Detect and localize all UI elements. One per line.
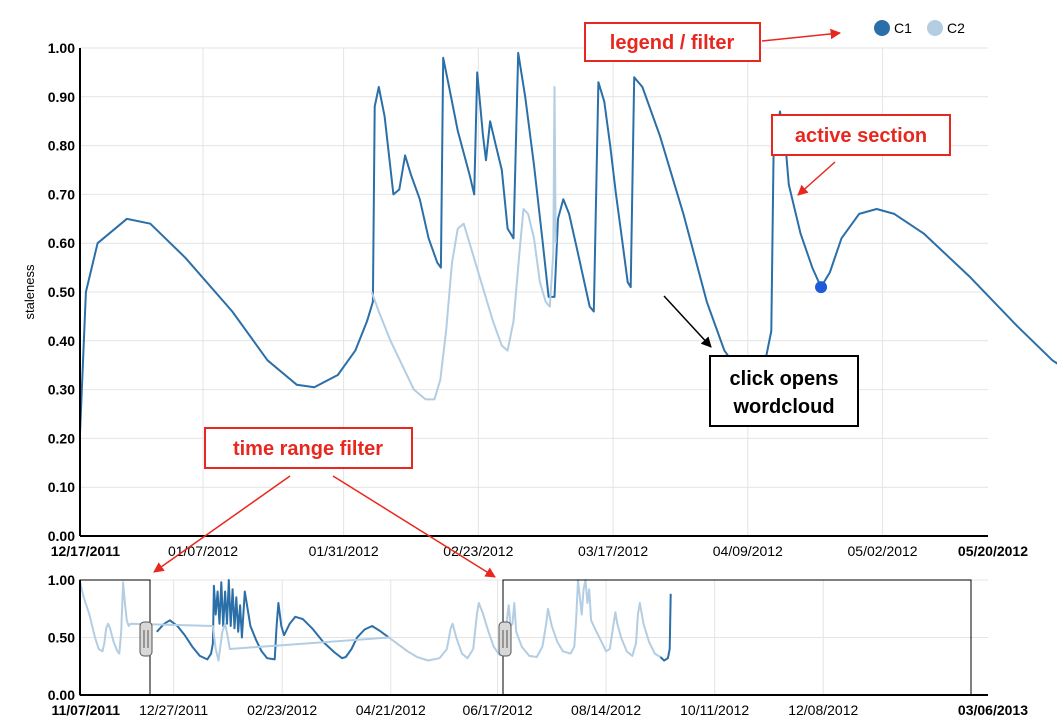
x-tick-label: 12/17/2011 (51, 543, 121, 559)
x-tick-label: 11/07/2011 (51, 702, 120, 718)
x-tick-label: 03/06/2013 (958, 702, 1028, 718)
y-tick-label: 0.00 (48, 687, 75, 703)
arrow-range-left (153, 475, 291, 573)
x-tick-label: 01/07/2012 (168, 543, 238, 559)
context-chart[interactable]: 0.00 0.50 1.00 11/07/2011 12/27/2011 02/23/2… (48, 572, 1028, 718)
legend-label-c1: C1 (894, 20, 912, 36)
annotation-click-text-line1: click opens (730, 368, 839, 390)
y-tick-label: 0.70 (48, 186, 75, 202)
y-tick-label: 1.00 (48, 40, 75, 56)
x-tick-label: 04/21/2012 (356, 702, 426, 718)
context-series[interactable] (79, 579, 672, 662)
x-tick-label: 10/11/2012 (680, 702, 749, 718)
y-tick-label: 0.20 (48, 430, 75, 446)
brush-handle-left[interactable] (139, 621, 153, 657)
y-tick-label: 0.50 (48, 630, 75, 646)
annotation-time-range-filter-text: time range filter (233, 438, 383, 460)
annotation-time-range-filter: time range filter (153, 427, 496, 578)
brush-handle-right[interactable] (498, 621, 512, 657)
focus-x-ticks[interactable]: 12/17/2011 01/07/2012 01/31/2012 02/23/2012… (51, 543, 1029, 559)
highlighted-data-point[interactable] (815, 281, 828, 294)
y-tick-label: 1.00 (48, 572, 75, 588)
arrow-legend (761, 28, 842, 42)
y-tick-label: 0.40 (48, 333, 75, 349)
annotation-click-wordcloud: click opens wordcloud (663, 295, 859, 427)
context-x-ticks: 11/07/2011 12/27/2011 02/23/2012 04/21/2012… (51, 702, 1028, 718)
context-y-ticks: 0.00 0.50 1.00 (48, 572, 75, 703)
series-line-c1[interactable] (659, 593, 672, 662)
x-tick-label: 08/14/2012 (571, 702, 641, 718)
arrow-active-section (797, 161, 836, 196)
annotation-legend-filter-text: legend / filter (610, 32, 735, 54)
arrow-range-right (332, 475, 496, 578)
legend-swatch-c1 (874, 20, 890, 36)
y-tick-label: 0.80 (48, 138, 75, 154)
legend-swatch-c2 (927, 20, 943, 36)
x-tick-label: 02/23/2012 (247, 702, 317, 718)
x-tick-label: 01/31/2012 (309, 543, 379, 559)
series-line-c1[interactable] (79, 51, 1057, 434)
x-tick-label: 05/02/2012 (848, 543, 918, 559)
annotation-active-section: active section (771, 114, 951, 196)
legend-label-c2: C2 (947, 20, 965, 36)
x-tick-label: 05/20/2012 (958, 543, 1028, 559)
series-line-c2[interactable] (370, 86, 557, 401)
y-axis-label: staleness (22, 264, 37, 319)
y-tick-label: 0.10 (48, 479, 75, 495)
y-tick-label: 0.90 (48, 89, 75, 105)
legend[interactable]: C1 C2 (874, 20, 965, 36)
series-line-c1[interactable] (156, 579, 390, 661)
x-tick-label: 04/09/2012 (713, 543, 783, 559)
x-tick-label: 12/27/2011 (139, 702, 208, 718)
legend-item-c2[interactable]: C2 (927, 20, 965, 36)
focus-chart[interactable]: 0.00 0.10 0.20 0.30 0.40 0.50 0.60 0.70 0.80 0.90… (22, 40, 1057, 559)
arrow-click (663, 295, 712, 348)
y-tick-label: 0.60 (48, 235, 75, 251)
y-tick-label: 0.00 (48, 528, 75, 544)
x-tick-label: 06/17/2012 (462, 702, 532, 718)
y-tick-label: 0.50 (48, 284, 75, 300)
annotation-active-section-text: active section (795, 125, 927, 147)
x-tick-label: 03/17/2012 (578, 543, 648, 559)
focus-y-ticks: 0.00 0.10 0.20 0.30 0.40 0.50 0.60 0.70 0.80 0.90… (48, 40, 75, 544)
annotation-legend-filter: legend / filter (584, 22, 842, 62)
annotation-click-text-line2: wordcloud (732, 396, 834, 418)
series-line-c2[interactable] (79, 579, 661, 662)
legend-item-c1[interactable]: C1 (874, 20, 912, 36)
x-tick-label: 12/08/2012 (788, 702, 858, 718)
y-tick-label: 0.30 (48, 382, 75, 398)
focus-series[interactable] (79, 51, 1057, 434)
